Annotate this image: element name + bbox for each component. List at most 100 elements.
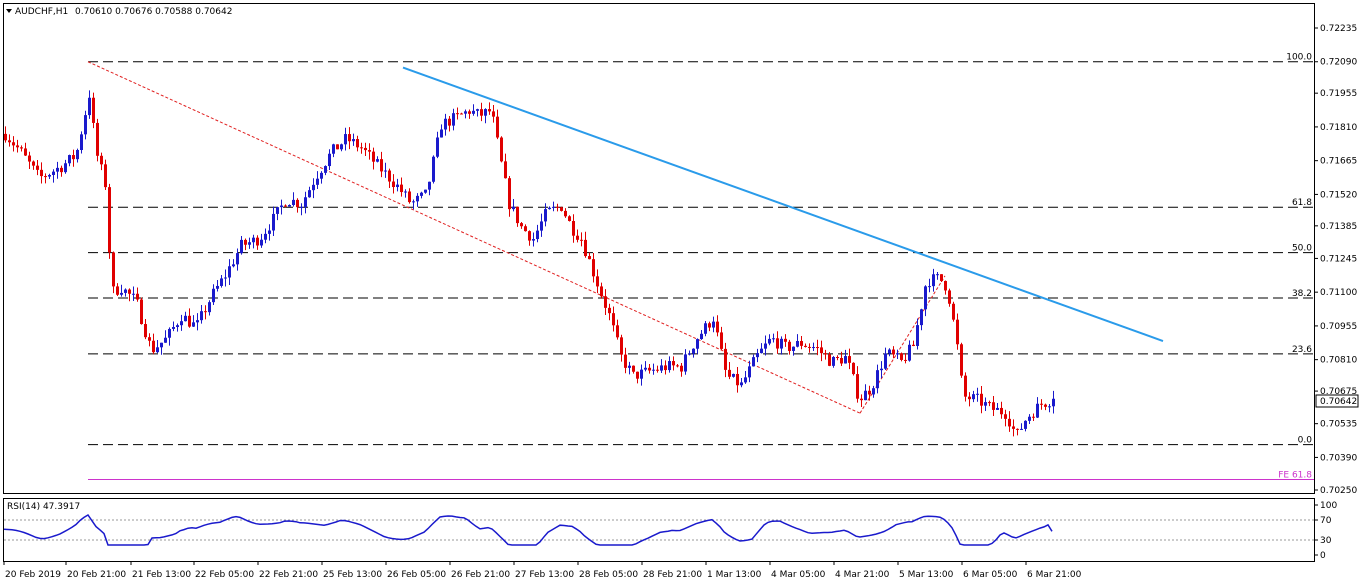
bull-candle (532, 239, 535, 241)
bear-candle (828, 354, 831, 366)
bull-candle (884, 353, 887, 369)
bear-candle (256, 237, 259, 246)
bear-candle (1040, 403, 1043, 405)
bull-candle (384, 170, 387, 172)
bear-candle (664, 365, 667, 371)
bull-candle (132, 293, 135, 295)
symbol-dropdown-icon[interactable] (6, 9, 12, 13)
bear-candle (360, 147, 363, 149)
bear-candle (568, 216, 571, 222)
bull-candle (248, 242, 251, 245)
bull-candle (124, 289, 127, 293)
bear-candle (680, 365, 683, 372)
bear-candle (524, 226, 527, 232)
bear-candle (560, 207, 563, 211)
bear-candle (948, 290, 951, 304)
bear-candle (1008, 418, 1011, 427)
bear-candle (8, 140, 11, 143)
bull-candle (752, 357, 755, 367)
bear-candle (92, 97, 95, 123)
rsi-axis: 100 70 30 0 (1314, 501, 1337, 561)
current-price-value: 0.70642 (1320, 397, 1357, 407)
price-tick-label: 0.70250 (1320, 486, 1357, 496)
bull-candle (1028, 416, 1031, 421)
bull-candle (424, 189, 427, 193)
bear-candle (144, 324, 147, 338)
trendline-layer (402, 66, 1164, 342)
bear-candle (960, 344, 963, 376)
bear-candle (940, 274, 943, 281)
bear-candle (824, 353, 827, 355)
bull-candle (436, 137, 439, 157)
bear-candle (244, 239, 247, 245)
bear-candle (96, 122, 99, 156)
bear-candle (596, 276, 599, 287)
bull-candle (452, 113, 455, 126)
bull-candle (84, 115, 87, 135)
bull-candle (712, 321, 715, 328)
bull-candle (1052, 398, 1055, 407)
bear-candle (496, 116, 499, 138)
fib-level-label: 0.0 (1298, 436, 1313, 446)
bear-candle (508, 178, 511, 210)
bull-candle (264, 233, 267, 240)
bull-candle (328, 153, 331, 167)
bear-candle (104, 164, 107, 188)
bull-candle (76, 150, 79, 160)
bull-candle (924, 286, 927, 310)
bull-candle (644, 367, 647, 370)
bear-candle (600, 286, 603, 297)
bear-candle (1012, 426, 1015, 429)
bear-candle (516, 206, 519, 224)
time-tick-label: 1 Mar 13:00 (707, 570, 762, 580)
time-tick-label: 22 Feb 05:00 (195, 570, 254, 580)
bull-candle (760, 348, 763, 354)
bear-candle (152, 340, 155, 353)
bull-candle (684, 354, 687, 372)
bull-candle (796, 341, 799, 347)
bull-candle (208, 302, 211, 313)
bull-candle (228, 266, 231, 278)
bull-candle (472, 110, 475, 114)
bull-candle (280, 205, 283, 208)
bull-candle (1048, 406, 1051, 408)
bull-candle (236, 253, 239, 265)
bull-candle (416, 195, 419, 202)
bear-candle (456, 113, 459, 115)
bear-candle (528, 231, 531, 241)
bull-candle (872, 388, 875, 395)
bull-candle (352, 139, 355, 142)
bear-candle (952, 303, 955, 320)
bear-candle (804, 345, 807, 347)
bear-candle (460, 113, 463, 115)
bull-candle (272, 213, 275, 231)
bear-candle (632, 365, 635, 372)
bear-candle (836, 357, 839, 359)
bear-candle (900, 353, 903, 360)
bull-candle (172, 327, 175, 329)
bull-candle (324, 166, 327, 173)
bull-candle (56, 167, 59, 172)
bull-candle (120, 292, 123, 295)
ohlc-values: 0.70610 0.70676 0.70588 0.70642 (75, 7, 232, 17)
bull-candle (740, 382, 743, 386)
bear-candle (500, 137, 503, 162)
time-tick-label: 28 Feb 21:00 (643, 570, 702, 580)
bull-candle (240, 239, 243, 254)
fib-level-label: 23.6 (1292, 345, 1312, 355)
bear-candle (204, 311, 207, 313)
price-tick-label: 0.71955 (1320, 89, 1357, 99)
bear-candle (840, 357, 843, 364)
bull-candle (536, 230, 539, 240)
bear-candle (708, 323, 711, 328)
bear-candle (480, 109, 483, 116)
bull-candle (972, 394, 975, 400)
bull-candle (932, 274, 935, 287)
bull-candle (880, 368, 883, 371)
bull-candle (288, 205, 291, 207)
bear-candle (1044, 404, 1047, 407)
bear-candle (488, 109, 491, 112)
bear-candle (112, 252, 115, 287)
time-tick-label: 4 Mar 21:00 (835, 570, 890, 580)
bull-candle (512, 206, 515, 210)
